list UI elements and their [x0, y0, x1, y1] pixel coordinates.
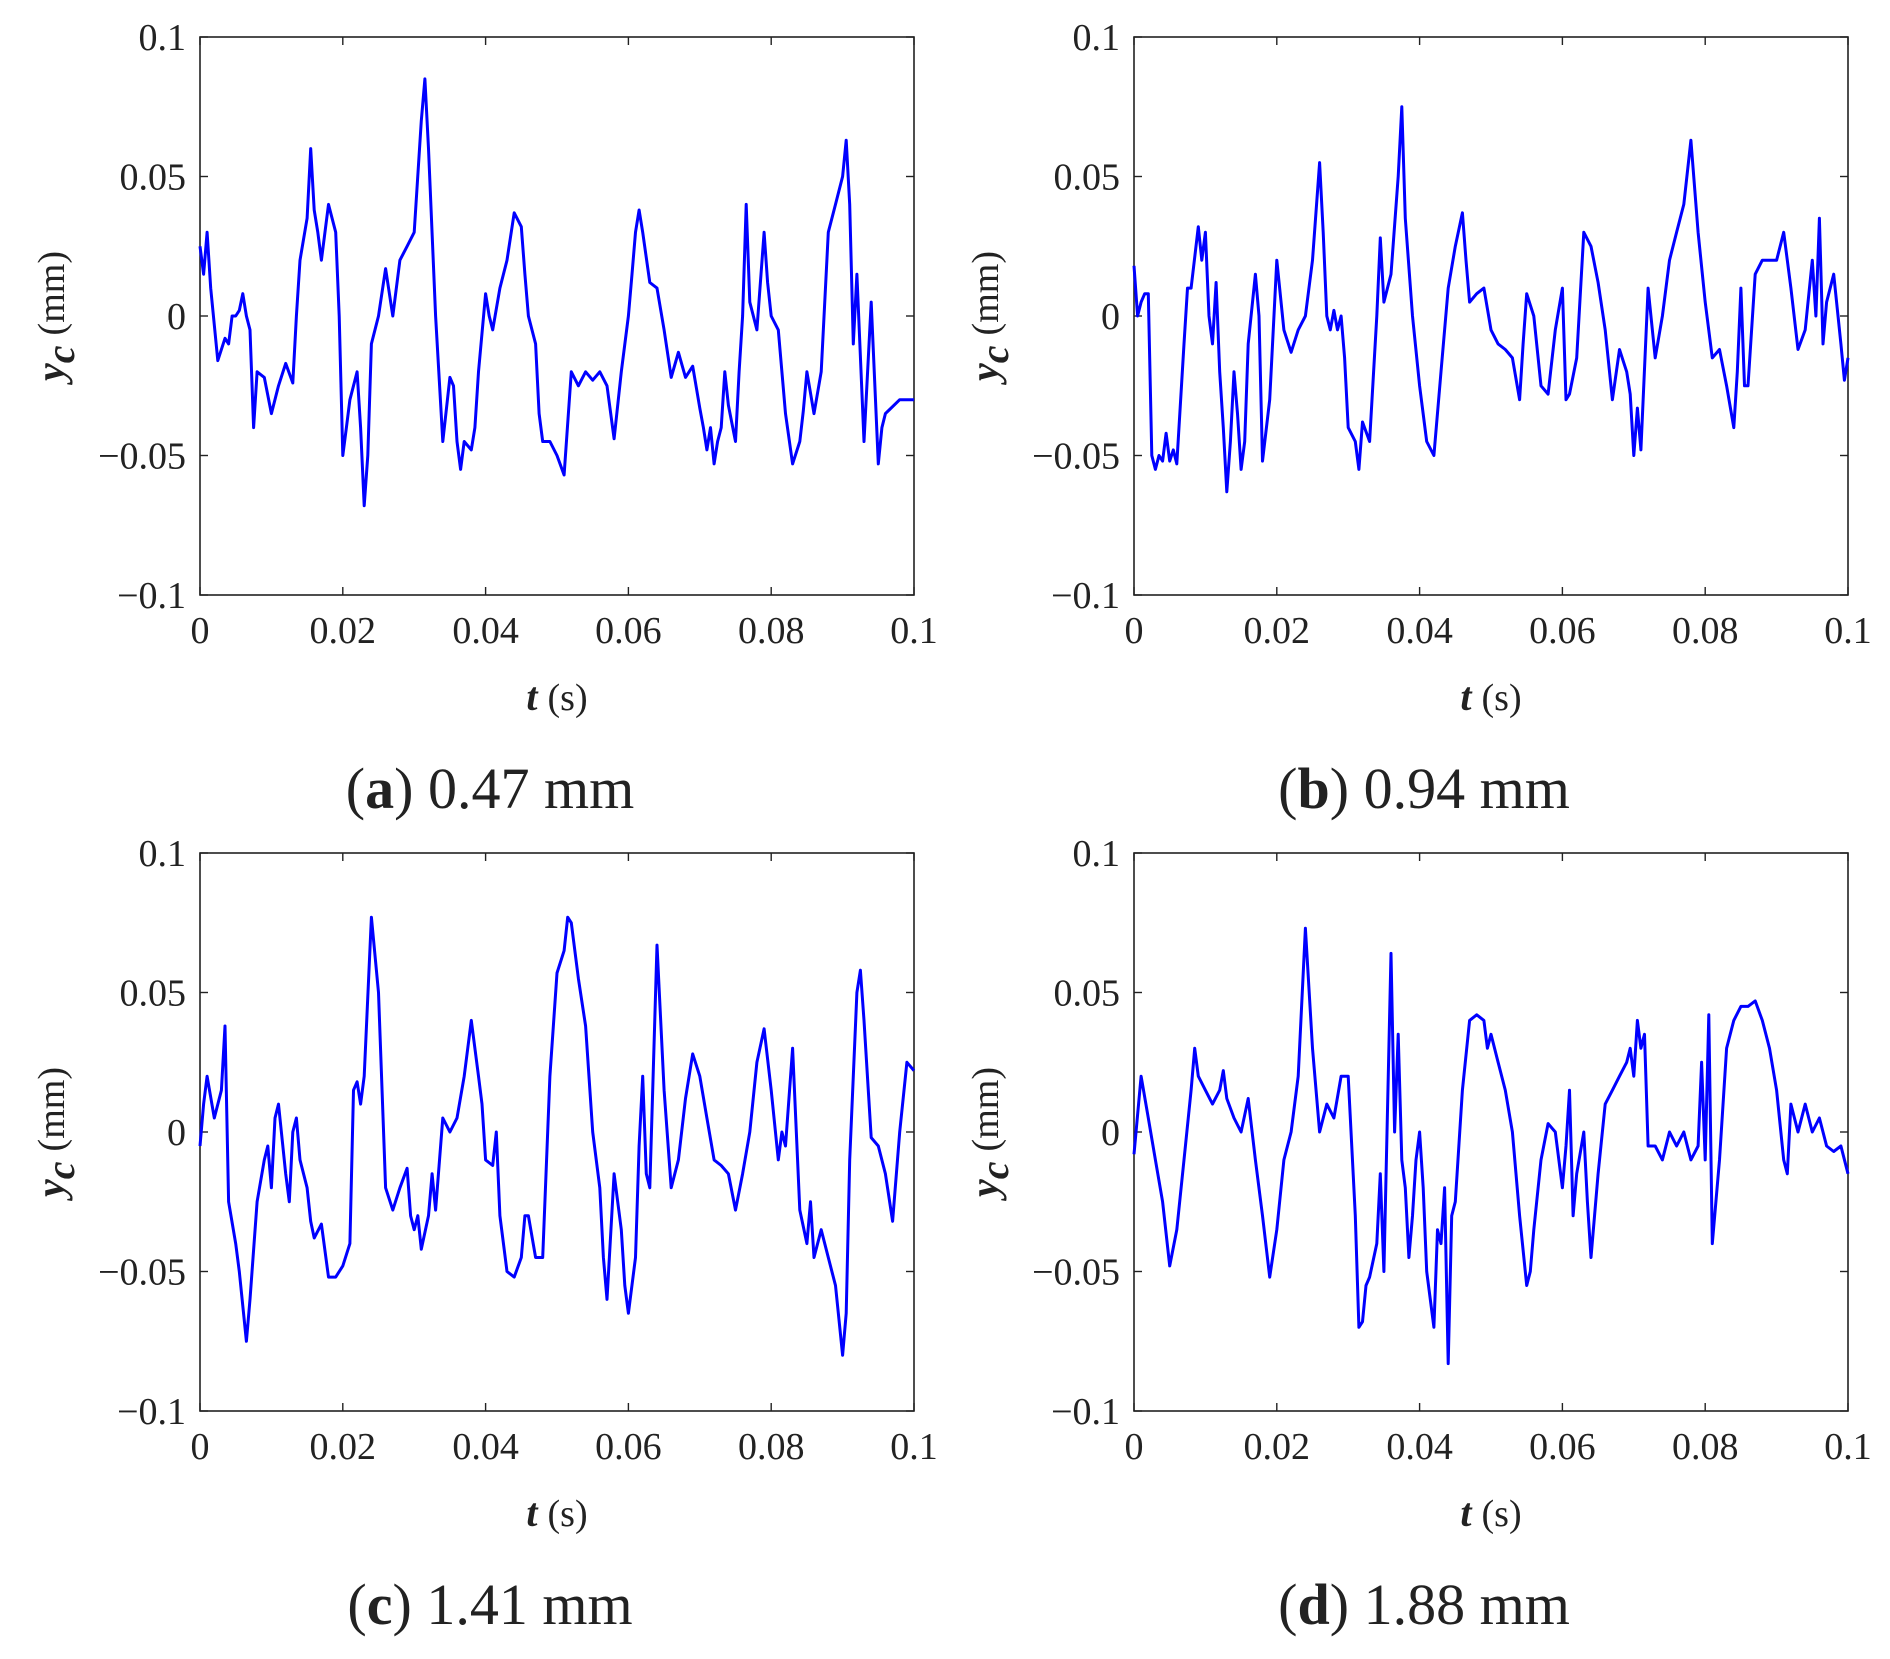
y-tick-label: 0 [1101, 296, 1120, 338]
y-axis-label: yc(mm) [28, 251, 83, 385]
x-tick-label: 0.04 [452, 1426, 519, 1468]
y-tick-label: 0.05 [1054, 973, 1121, 1015]
x-tick-label: 0.06 [595, 610, 662, 652]
y-tick-label: −0.1 [117, 1391, 186, 1433]
y-tick-label: 0.05 [120, 157, 187, 199]
x-tick-label: 0 [1125, 1426, 1144, 1468]
y-tick-label: 0.05 [120, 973, 187, 1015]
displacement-line [198, 915, 916, 1357]
y-axis-label: yc(mm) [28, 1067, 83, 1201]
panel-c: −0.1 −0.05 0 0.05 0.1 0 0.02 0.04 0.06 0.08 0.1 y… [28, 833, 938, 1637]
panel-caption: (c) 1.41 mm [347, 1572, 632, 1637]
x-tick-label: 0.06 [1529, 1426, 1596, 1468]
x-tick-label: 0.08 [738, 1426, 805, 1468]
panel-caption: (d) 1.88 mm [1278, 1572, 1570, 1637]
x-tick-label: 0 [1125, 610, 1144, 652]
y-tick-label: −0.05 [1032, 436, 1120, 478]
y-axis-label: yc(mm) [962, 251, 1017, 385]
x-axis-label: t (s) [526, 1490, 587, 1535]
y-tick-label: 0.05 [1054, 157, 1121, 199]
y-tick-label: −0.05 [98, 1252, 186, 1294]
x-tick-label: 0.04 [452, 610, 519, 652]
y-axis-label: yc(mm) [962, 1067, 1017, 1201]
x-tick-label: 0.08 [1672, 1426, 1739, 1468]
y-tick-label: 0.1 [139, 833, 187, 875]
y-tick-label: −0.05 [1032, 1252, 1120, 1294]
x-tick-label: 0.1 [1824, 610, 1872, 652]
panel-caption: (b) 0.94 mm [1278, 756, 1570, 821]
x-tick-label: 0.02 [310, 610, 377, 652]
x-axis-label: t (s) [526, 674, 587, 719]
panel-b: −0.1 −0.05 0 0.05 0.1 0 0.02 0.04 0.06 0.08 0.1 y… [962, 17, 1872, 821]
plot-frame [199, 852, 915, 1412]
y-tick-label: 0 [167, 1112, 186, 1154]
y-tick-label: 0 [167, 296, 186, 338]
x-tick-label: 0.02 [1244, 1426, 1311, 1468]
x-tick-label: 0.06 [595, 1426, 662, 1468]
x-tick-label: 0.04 [1386, 1426, 1453, 1468]
x-tick-label: 0.02 [1244, 610, 1311, 652]
panel-d: −0.1 −0.05 0 0.05 0.1 0 0.02 0.04 0.06 0.08 0.1 y… [962, 833, 1872, 1637]
displacement-line [1132, 105, 1850, 494]
x-tick-label: 0.04 [1386, 610, 1453, 652]
y-tick-label: 0.1 [1073, 833, 1121, 875]
y-tick-label: −0.1 [1051, 575, 1120, 617]
x-axis-label: t (s) [1460, 674, 1521, 719]
displacement-line [198, 77, 914, 508]
x-tick-label: 0 [191, 1426, 210, 1468]
y-tick-label: −0.05 [98, 436, 186, 478]
y-tick-label: 0 [1101, 1112, 1120, 1154]
x-tick-label: 0 [191, 610, 210, 652]
displacement-line [1132, 926, 1850, 1366]
y-tick-label: −0.1 [1051, 1391, 1120, 1433]
x-tick-label: 0.02 [310, 1426, 377, 1468]
x-tick-label: 0.08 [1672, 610, 1739, 652]
plot-frame [199, 36, 915, 596]
panel-a: −0.1 −0.05 0 0.05 0.1 0 0.02 0.04 0.06 0.08 0.1 y… [28, 17, 938, 821]
x-tick-label: 0.1 [890, 610, 938, 652]
x-tick-label: 0.1 [890, 1426, 938, 1468]
x-tick-label: 0.1 [1824, 1426, 1872, 1468]
panel-caption: (a) 0.47 mm [346, 756, 634, 821]
x-tick-label: 0.08 [738, 610, 805, 652]
x-axis-label: t (s) [1460, 1490, 1521, 1535]
x-tick-label: 0.06 [1529, 610, 1596, 652]
y-tick-label: 0.1 [1073, 17, 1121, 59]
y-tick-label: −0.1 [117, 575, 186, 617]
y-tick-label: 0.1 [139, 17, 187, 59]
